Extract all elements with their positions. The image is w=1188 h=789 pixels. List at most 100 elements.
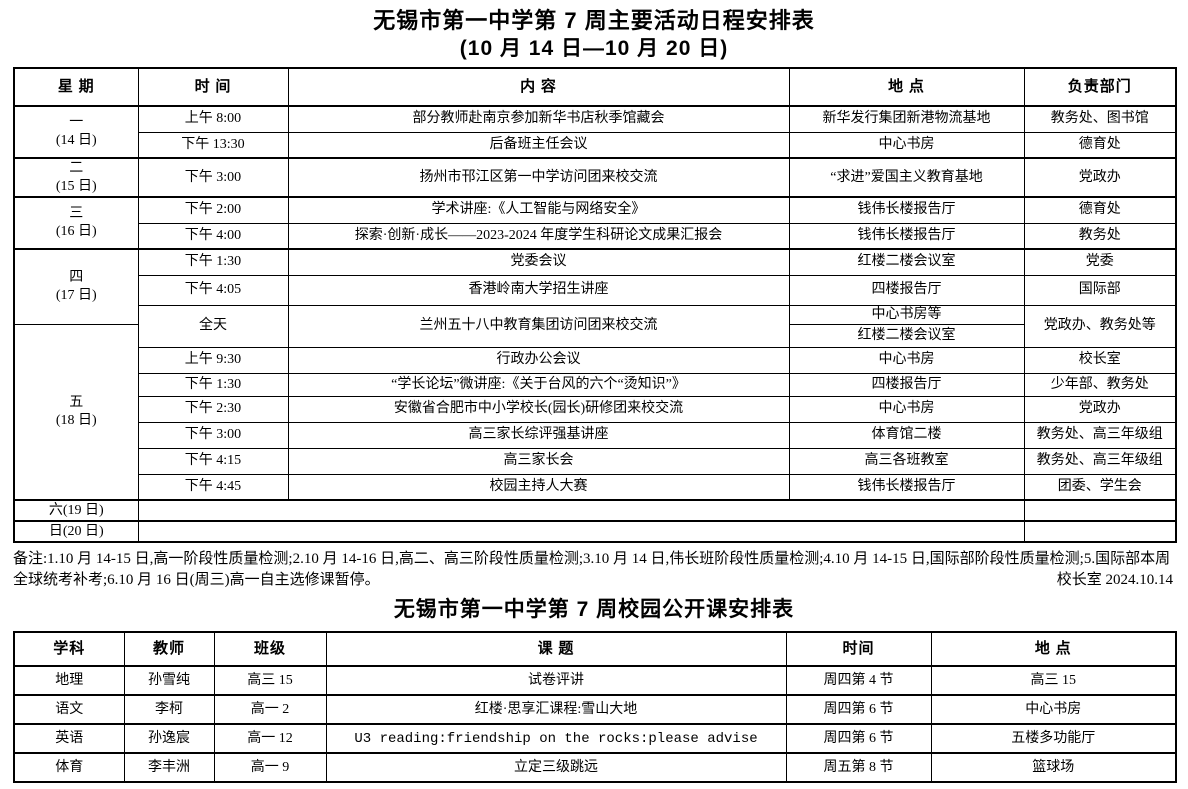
content-cell: 探索·创新·成长——2023-2024 年度学生科研论文成果汇报会 [287, 222, 790, 250]
content-cell: 校园主持人大赛 [287, 473, 790, 501]
time-cell: 上午 8:00 [137, 105, 289, 133]
class-cell: 高一 12 [213, 723, 327, 754]
content-cell: 高三家长会 [287, 447, 790, 475]
time-cell: 下午 4:05 [137, 274, 289, 306]
location-cell-top: 中心书房等 [788, 304, 1025, 325]
dept-cell: 德育处 [1023, 196, 1177, 224]
location-cell: 五楼多功能厅 [930, 723, 1177, 754]
content-cell: 扬州市邗江区第一中学访问团来校交流 [287, 157, 790, 198]
col-header-subject: 学科 [13, 631, 125, 667]
time-cell: 周四第 6 节 [785, 723, 932, 754]
topic-cell: 红楼·思享汇课程:雪山大地 [325, 694, 787, 725]
topic-cell: 立定三级跳远 [325, 752, 787, 783]
location-cell: 钱伟长楼报告厅 [788, 473, 1025, 501]
time-cell: 下午 3:00 [137, 421, 289, 449]
dept-cell: 少年部、教务处 [1023, 372, 1177, 397]
notes-text: 备注:1.10 月 14-15 日,高一阶段性质量检测;2.10 月 14-16… [13, 551, 1171, 588]
time-cell: 下午 2:30 [137, 395, 289, 423]
subject-cell: 语文 [13, 694, 125, 725]
content-cell: 高三家长综评强基讲座 [287, 421, 790, 449]
table-row: 四 (17 日) 下午 1:30 党委会议 红楼二楼会议室 党委 [13, 248, 1177, 325]
class-cell: 高一 2 [213, 694, 327, 725]
signature: 校长室 2024.10.14 [1056, 572, 1173, 588]
dept-cell: 党委 [1023, 248, 1177, 276]
dept-cell: 教务处、图书馆 [1023, 105, 1177, 133]
teacher-cell: 李柯 [123, 694, 215, 725]
content-cell: 香港岭南大学招生讲座 [287, 274, 790, 306]
table-row: 下午 2:30 安徽省合肥市中小学校长(园长)研修团来校交流 中心书房 党政办 [14, 395, 1177, 423]
time-cell: 下午 1:30 [137, 248, 289, 276]
date-range: (10 月 14 日—10 月 20 日) [459, 37, 729, 60]
table-row: 英语 孙逸宸 高一 12 U3 reading:friendship on th… [13, 723, 1177, 754]
dept-cell: 党政办 [1023, 395, 1177, 423]
table-row: 下午 1:30 “学长论坛”微讲座:《关于台风的六个“烫知识”》 四楼报告厅 少… [14, 372, 1177, 397]
table-row: 体育 李丰洲 高一 9 立定三级跳远 周五第 8 节 篮球场 [13, 752, 1177, 783]
time-cell: 下午 1:30 [137, 372, 289, 397]
teacher-cell: 孙雪纯 [123, 665, 215, 696]
topic-cell: 试卷评讲 [325, 665, 787, 696]
dept-cell: 教务处、高三年级组 [1023, 421, 1177, 449]
col-header-topic: 课 题 [325, 631, 787, 667]
subject-cell: 英语 [13, 723, 125, 754]
table-row: 六(19 日) [13, 499, 1177, 522]
col-header-time: 时 间 [137, 67, 289, 107]
teacher-cell: 李丰洲 [123, 752, 215, 783]
table-header-row: 学科 教师 班级 课 题 时间 地 点 [13, 631, 1177, 667]
content-cell: 学术讲座:《人工智能与网络安全》 [287, 196, 790, 224]
open-class-title: 无锡市第一中学第 7 周校园公开课安排表 [393, 598, 795, 621]
table-row: 下午 4:15 高三家长会 高三各班教室 教务处、高三年级组 [14, 447, 1177, 475]
empty-cell [137, 520, 1025, 543]
day-cell-saturday: 六(19 日) [13, 499, 139, 522]
table-row: 一 (14 日) 上午 8:00 部分教师赴南京参加新华书店秋季馆藏会 新华发行集… [13, 105, 1177, 159]
table-row: 全天 兰州五十八中教育集团访问团来校交流 中心书房等 党政办、教务处等 [14, 304, 1177, 348]
day-cell-thursday: 四 (17 日) [13, 248, 139, 325]
content-cell: 后备班主任会议 [287, 131, 790, 159]
dept-cell: 校长室 [1023, 346, 1177, 374]
table-row: 下午 4:05 香港岭南大学招生讲座 四楼报告厅 国际部 [14, 274, 1177, 306]
col-header-location: 地 点 [788, 67, 1025, 107]
location-cell: 高三各班教室 [788, 447, 1025, 475]
subject-cell: 体育 [13, 752, 125, 783]
location-cell: 篮球场 [930, 752, 1177, 783]
location-cell-bottom: 红楼二楼会议室 [788, 323, 1025, 348]
location-cell: 中心书房 [788, 346, 1025, 374]
day-cell-tuesday: 二 (15 日) [13, 157, 139, 198]
table-row: 日(20 日) [13, 520, 1177, 543]
location-cell: 体育馆二楼 [788, 421, 1025, 449]
location-cell: 高三 15 [930, 665, 1177, 696]
time-cell: 全天 [137, 304, 289, 348]
time-cell: 下午 4:15 [137, 447, 289, 475]
subject-cell: 地理 [13, 665, 125, 696]
content-cell: 兰州五十八中教育集团访问团来校交流 [287, 304, 790, 348]
dept-cell: 德育处 [1023, 131, 1177, 159]
day-cell-wednesday: 三 (16 日) [13, 196, 139, 250]
table-row: 五 (18 日) 红楼二楼会议室 [13, 323, 1176, 501]
time-cell: 下午 2:00 [137, 196, 289, 224]
table-row: 地理 孙雪纯 高三 15 试卷评讲 周四第 4 节 高三 15 [13, 665, 1177, 696]
col-header-day: 星 期 [13, 67, 139, 107]
location-cell: 中心书房 [930, 694, 1177, 725]
table-row: 下午 4:45 校园主持人大赛 钱伟长楼报告厅 团委、学生会 [14, 473, 1177, 501]
day-cell-monday: 一 (14 日) [13, 105, 139, 159]
col-header-location: 地 点 [930, 631, 1177, 667]
class-cell: 高三 15 [213, 665, 327, 696]
location-cell: 四楼报告厅 [788, 372, 1025, 397]
dept-cell: 教务处 [1023, 222, 1177, 250]
table-row: 下午 13:30 后备班主任会议 中心书房 德育处 [14, 131, 1177, 159]
col-header-teacher: 教师 [123, 631, 215, 667]
dept-cell: 党政办 [1023, 157, 1177, 198]
day-cell-friday: 五 (18 日) [13, 323, 139, 501]
table-row: 语文 李柯 高一 2 红楼·思享汇课程:雪山大地 周四第 6 节 中心书房 [13, 694, 1177, 725]
teacher-cell: 孙逸宸 [123, 723, 215, 754]
time-cell: 下午 4:00 [137, 222, 289, 250]
topic-cell: U3 reading:friendship on the rocks:pleas… [325, 723, 787, 754]
content-cell: 部分教师赴南京参加新华书店秋季馆藏会 [287, 105, 790, 133]
empty-dept-cell [1023, 499, 1177, 522]
location-cell: 钱伟长楼报告厅 [788, 222, 1025, 250]
dept-cell: 团委、学生会 [1023, 473, 1177, 501]
location-cell: 中心书房 [788, 131, 1025, 159]
table-row: 二 (15 日) 下午 3:00 扬州市邗江区第一中学访问团来校交流 “求进”爱国… [13, 157, 1177, 198]
col-header-time: 时间 [785, 631, 932, 667]
location-cell: 四楼报告厅 [788, 274, 1025, 306]
location-cell: 中心书房 [788, 395, 1025, 423]
